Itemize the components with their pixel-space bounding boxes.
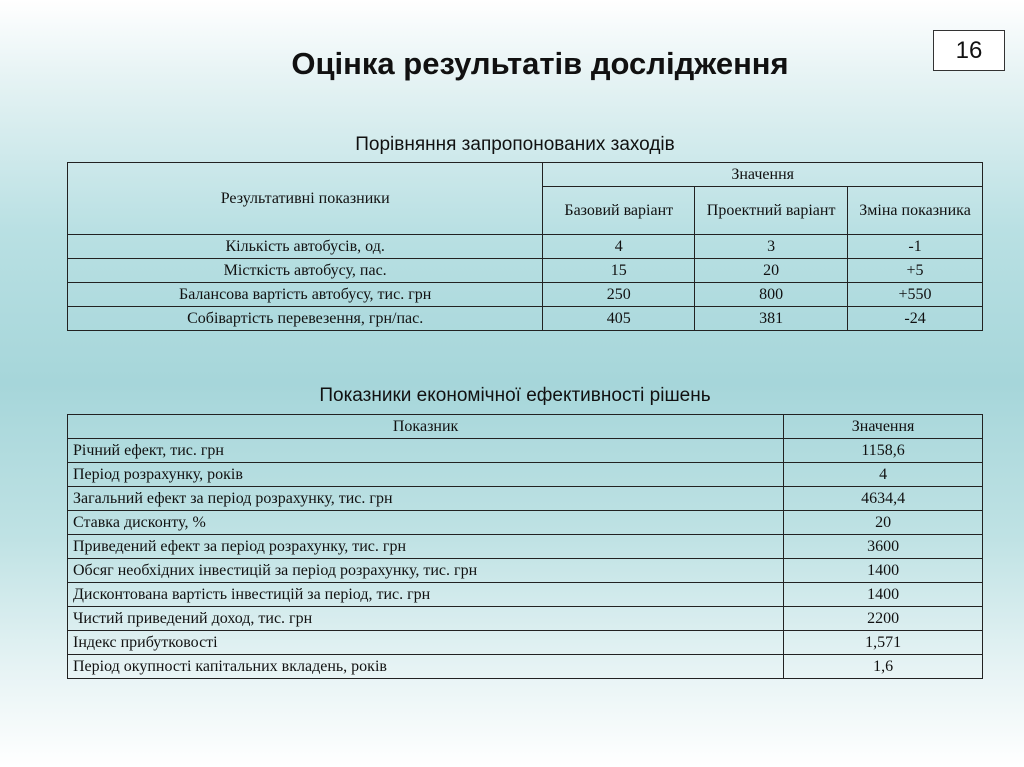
- cell-project: 800: [694, 282, 849, 307]
- cell-name: Річний ефект, тис. грн: [66, 438, 785, 463]
- cell-value: 4634,4: [783, 486, 983, 511]
- table-row: Чистий приведений доход, тис. грн 2200: [66, 606, 983, 631]
- cell-name: Період окупності капітальних вкладень, р…: [66, 654, 785, 679]
- cell-change: +5: [847, 258, 983, 283]
- cell-name: Балансова вартість автобусу, тис. грн: [66, 282, 544, 307]
- header-indicator: Результативні показники: [66, 162, 544, 235]
- cell-base: 405: [542, 306, 696, 331]
- table-row: Індекс прибутковості 1,571: [66, 630, 983, 655]
- cell-value: 1400: [783, 558, 983, 583]
- table-row: Обсяг необхідних інвестицій за період ро…: [66, 558, 983, 583]
- cell-value: 1400: [783, 582, 983, 607]
- cell-value: 20: [783, 510, 983, 535]
- cell-name: Загальний ефект за період розрахунку, ти…: [66, 486, 785, 511]
- cell-project: 3: [694, 234, 849, 259]
- header-indicator: Показник: [66, 414, 785, 439]
- cell-name: Ставка дисконту, %: [66, 510, 785, 535]
- cell-change: -24: [847, 306, 983, 331]
- cell-name: Місткість автобусу, пас.: [66, 258, 544, 283]
- cell-value: 4: [783, 462, 983, 487]
- table-row: Загальний ефект за період розрахунку, ти…: [66, 486, 983, 511]
- efficiency-caption: Показники економічної ефективності рішен…: [319, 385, 711, 406]
- cell-project: 20: [694, 258, 849, 283]
- table-row: Собівартість перевезення, грн/пас. 405 381…: [66, 306, 983, 331]
- table-row: Ставка дисконту, % 20: [66, 510, 983, 535]
- cell-base: 4: [542, 234, 696, 259]
- page-number: 16: [933, 30, 1005, 71]
- cell-value: 1,571: [783, 630, 983, 655]
- header-values-group: Значення: [542, 162, 983, 187]
- table-row: Приведений ефект за період розрахунку, т…: [66, 534, 983, 559]
- table-row: Період окупності капітальних вкладень, р…: [66, 654, 983, 679]
- cell-value: 1158,6: [783, 438, 983, 463]
- cell-change: -1: [847, 234, 983, 259]
- cell-name: Чистий приведений доход, тис. грн: [66, 606, 785, 631]
- cell-name: Дисконтована вартість інвестицій за пері…: [66, 582, 785, 607]
- table-row: Кількість автобусів, од. 4 3 -1: [66, 234, 983, 259]
- cell-name: Собівартість перевезення, грн/пас.: [66, 306, 544, 331]
- slide-title: Оцінка результатів дослідження: [291, 46, 789, 81]
- cell-change: +550: [847, 282, 983, 307]
- cell-base: 15: [542, 258, 696, 283]
- table-row: Річний ефект, тис. грн 1158,6: [66, 438, 983, 463]
- table-row: Період розрахунку, років 4: [66, 462, 983, 487]
- header-value: Значення: [783, 414, 983, 439]
- header-base: Базовий варіант: [542, 186, 696, 235]
- cell-name: Обсяг необхідних інвестицій за період ро…: [66, 558, 785, 583]
- header-project: Проектний варіант: [694, 186, 849, 235]
- table-row: Балансова вартість автобусу, тис. грн 250…: [66, 282, 983, 307]
- table-row: Дисконтована вартість інвестицій за пері…: [66, 582, 983, 607]
- efficiency-table: Показник Значення Річний ефект, тис. грн…: [66, 414, 983, 679]
- table-row: Місткість автобусу, пас. 15 20 +5: [66, 258, 983, 283]
- comparison-table: Результативні показники Значення Базовий…: [66, 162, 983, 331]
- cell-name: Період розрахунку, років: [66, 462, 785, 487]
- cell-value: 2200: [783, 606, 983, 631]
- cell-project: 381: [694, 306, 849, 331]
- cell-name: Приведений ефект за період розрахунку, т…: [66, 534, 785, 559]
- cell-name: Індекс прибутковості: [66, 630, 785, 655]
- cell-value: 1,6: [783, 654, 983, 679]
- cell-value: 3600: [783, 534, 983, 559]
- header-change: Зміна показника: [847, 186, 983, 235]
- cell-base: 250: [542, 282, 696, 307]
- cell-name: Кількість автобусів, од.: [66, 234, 544, 259]
- comparison-caption: Порівняння запропонованих заходів: [355, 134, 675, 155]
